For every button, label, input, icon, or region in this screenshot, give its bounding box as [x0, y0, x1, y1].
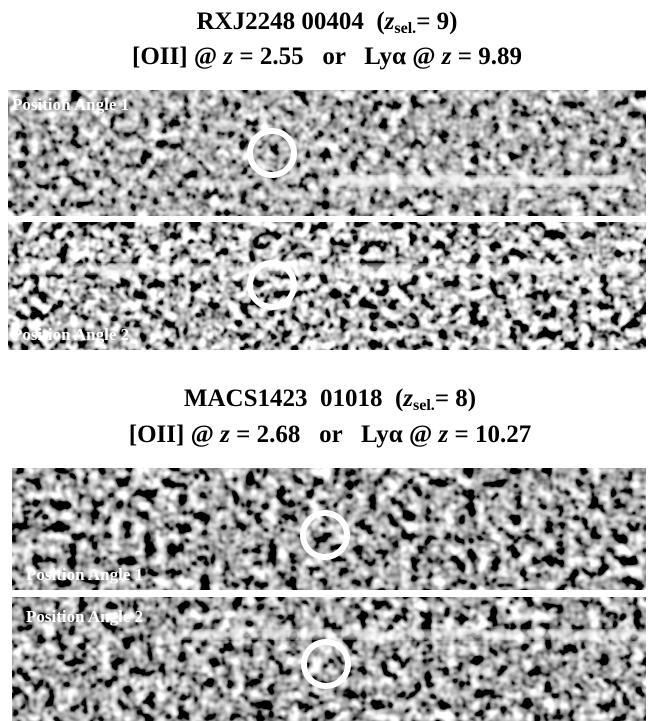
- spectrum-strip: Position Angle 2: [8, 222, 646, 350]
- strip-label: Position Angle 2: [26, 607, 143, 626]
- panel-subtitle: [OII] @ z = 2.55 or Lyα @ z = 9.89: [132, 43, 522, 70]
- spectrum-strip: Position Angle 2: [12, 597, 646, 721]
- spectrum-strip: Position Angle 1: [12, 468, 646, 590]
- spectrum-strip: Position Angle 1: [8, 90, 646, 216]
- strip-label: Position Angle 1: [12, 95, 129, 114]
- strip-label: Position Angle 2: [12, 325, 129, 344]
- panel-title: RXJ2248 00404 (zsel.= 9): [196, 8, 457, 37]
- strip-label: Position Angle 1: [26, 565, 143, 584]
- panel-title: MACS1423 01018 (zsel.= 8): [184, 385, 476, 414]
- panel-subtitle: [OII] @ z = 2.68 or Lyα @ z = 10.27: [129, 421, 531, 448]
